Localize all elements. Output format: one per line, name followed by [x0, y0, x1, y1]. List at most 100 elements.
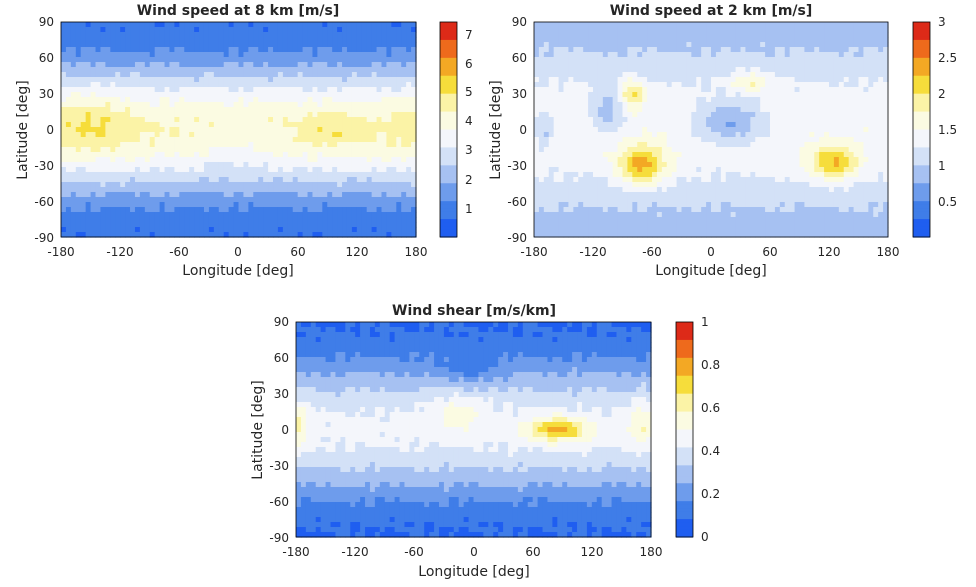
heatmap-cell [228, 192, 235, 198]
heatmap-cell [203, 127, 210, 133]
heatmap-cell [706, 32, 712, 38]
heatmap-cell [130, 42, 136, 48]
heatmap-cell [371, 207, 378, 213]
heatmap-cell [784, 62, 791, 68]
heatmap-cell [149, 227, 156, 233]
heatmap-cell [85, 172, 92, 178]
heatmap-cell [858, 52, 865, 58]
heatmap-cell [322, 117, 328, 123]
heatmap-cell [218, 82, 225, 88]
heatmap-cell [681, 127, 688, 133]
heatmap-cell [824, 57, 830, 63]
heatmap-cell [696, 72, 702, 78]
heatmap-cell [868, 107, 874, 113]
heatmap-cell [263, 182, 269, 188]
heatmap-cell [770, 67, 776, 73]
heatmap-cell [573, 42, 579, 48]
heatmap-cell [253, 187, 259, 193]
heatmap-cell [597, 127, 604, 133]
heatmap-cell [342, 157, 348, 163]
heatmap-cell [794, 102, 801, 108]
heatmap-cell [130, 27, 136, 33]
heatmap-cell [853, 37, 860, 43]
heatmap-cell [164, 117, 171, 123]
heatmap-cell [277, 77, 284, 83]
heatmap-cell [184, 117, 190, 123]
heatmap-cell [268, 192, 274, 198]
heatmap-cell [361, 192, 368, 198]
heatmap-cell [120, 112, 126, 118]
heatmap-cell [174, 162, 180, 168]
heatmap-cell [868, 92, 874, 98]
heatmap-cell [90, 177, 97, 183]
heatmap-cell [593, 22, 599, 28]
heatmap-cell [317, 117, 323, 123]
heatmap-cell [144, 222, 151, 228]
heatmap-cell [824, 97, 830, 103]
heatmap-cell [838, 72, 845, 78]
heatmap-cell [302, 152, 309, 158]
heatmap-cell [548, 62, 555, 68]
heatmap-cell [100, 42, 106, 48]
heatmap-cell [130, 147, 136, 153]
x-tick-label: -180 [47, 245, 74, 259]
heatmap-cell [386, 102, 392, 108]
heatmap-cell [268, 57, 274, 63]
heatmap-cell [194, 102, 200, 108]
heatmap-cell [833, 102, 840, 108]
heatmap-cell [686, 22, 692, 28]
heatmap-cell [656, 87, 663, 93]
heatmap-cell [70, 172, 77, 178]
heatmap-cell [858, 117, 865, 123]
heatmap-cell [666, 42, 673, 48]
heatmap-cell [312, 42, 318, 48]
heatmap-cell [730, 62, 737, 68]
heatmap-cell [696, 82, 702, 88]
heatmap-cell [292, 122, 299, 128]
heatmap-cell [843, 132, 850, 138]
heatmap-cell [223, 212, 230, 218]
heatmap-cell [848, 87, 855, 93]
heatmap-cell [179, 132, 185, 138]
heatmap-cell [824, 132, 830, 138]
heatmap-cell [263, 227, 269, 233]
heatmap-cell [356, 102, 363, 108]
heatmap-cell [130, 102, 136, 108]
heatmap-cell [878, 107, 884, 113]
heatmap-cell [213, 202, 220, 208]
heatmap-cell [302, 212, 309, 218]
heatmap-cell [233, 142, 240, 148]
heatmap-cell [253, 42, 259, 48]
heatmap-cell [548, 117, 555, 123]
heatmap-cell [853, 97, 860, 103]
heatmap-cell [391, 82, 397, 88]
heatmap-cell [139, 32, 146, 38]
heatmap-cell [130, 57, 136, 63]
colorbar-swatch [440, 233, 457, 238]
heatmap-cell [848, 107, 855, 113]
heatmap-cell [534, 52, 540, 58]
heatmap-cell [647, 62, 653, 68]
heatmap-cell [755, 77, 761, 83]
heatmap-cell [248, 42, 254, 48]
heatmap-cell [701, 117, 707, 123]
heatmap-cell [878, 117, 884, 123]
heatmap-cell [558, 137, 565, 143]
heatmap-cell [356, 72, 363, 78]
heatmap-cell [273, 52, 279, 58]
heatmap-cell [218, 132, 225, 138]
heatmap-cell [203, 187, 210, 193]
heatmap-cell [258, 122, 264, 128]
heatmap-cell [661, 87, 668, 93]
heatmap-cell [61, 42, 67, 48]
heatmap-cell [819, 142, 825, 148]
heatmap-cell [548, 107, 555, 113]
heatmap-cell [366, 112, 373, 118]
heatmap-cell [406, 97, 412, 103]
heatmap-cell [740, 117, 747, 123]
heatmap-cell [149, 152, 156, 158]
heatmap-cell [307, 67, 314, 73]
heatmap-cell [312, 97, 318, 103]
heatmap-cell [819, 102, 825, 108]
heatmap-cell [75, 147, 82, 153]
